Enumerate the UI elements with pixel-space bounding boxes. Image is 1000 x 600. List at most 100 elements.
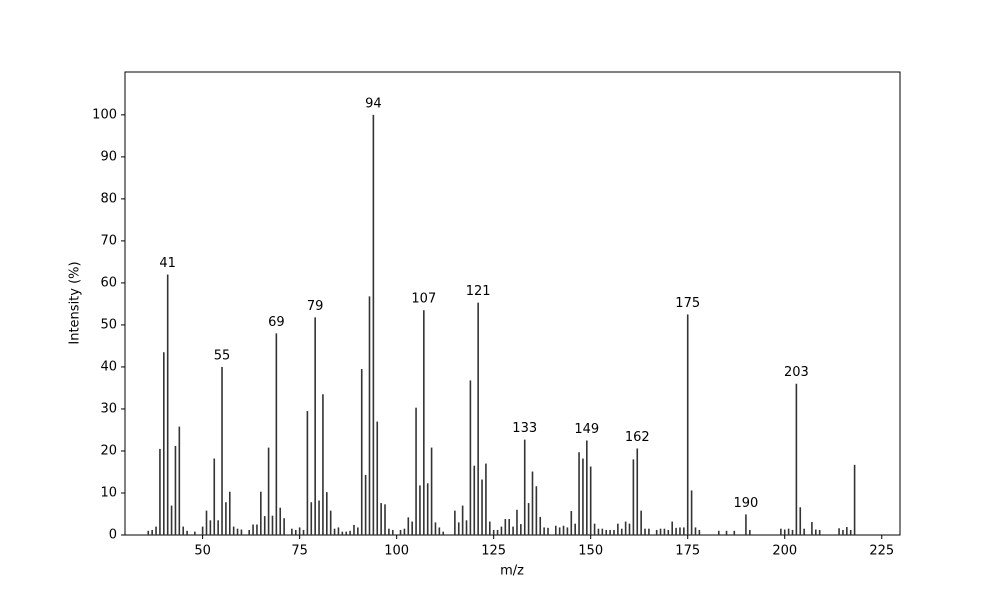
- peak: [578, 452, 580, 535]
- peak: [527, 503, 530, 535]
- peak: [225, 502, 227, 535]
- peak: [632, 459, 635, 535]
- y-tick-label: 70: [100, 233, 117, 248]
- peak: [236, 528, 239, 535]
- peak: [593, 523, 596, 535]
- peak: [423, 310, 425, 535]
- peak: [543, 527, 545, 535]
- peak: [717, 530, 720, 535]
- peak-label: 94: [365, 96, 382, 111]
- peak: [574, 523, 576, 535]
- peak: [597, 528, 600, 535]
- peak: [368, 296, 371, 535]
- peak: [791, 529, 794, 535]
- peak: [520, 524, 522, 535]
- peak: [248, 529, 250, 535]
- x-axis-label: m/z: [500, 564, 524, 579]
- peak: [388, 528, 390, 535]
- peak: [283, 518, 285, 535]
- peak: [263, 516, 266, 535]
- peak: [306, 411, 309, 535]
- peak: [267, 447, 270, 535]
- peak-label: 107: [411, 292, 436, 307]
- peak: [562, 525, 565, 535]
- plot-frame: [124, 71, 901, 536]
- peak: [485, 463, 487, 535]
- peak-label: 162: [625, 430, 650, 445]
- y-tick-label: 40: [100, 359, 117, 374]
- peak: [465, 520, 468, 535]
- y-tick-label: 90: [100, 149, 117, 164]
- peak: [372, 114, 375, 536]
- peak: [326, 492, 328, 535]
- peak-label: 55: [214, 348, 231, 363]
- peak: [399, 529, 402, 535]
- peak: [667, 529, 670, 535]
- peak: [481, 479, 483, 535]
- peak: [733, 530, 736, 535]
- peak: [624, 521, 627, 535]
- peak: [186, 530, 188, 535]
- peak: [601, 528, 604, 535]
- peak: [178, 426, 181, 535]
- peak-label: 41: [159, 256, 176, 271]
- peak: [357, 527, 359, 535]
- peak: [745, 514, 747, 535]
- peak: [787, 528, 790, 535]
- peak: [694, 527, 697, 535]
- peak: [648, 528, 650, 535]
- peak: [442, 531, 445, 535]
- peak: [640, 510, 642, 535]
- peak: [570, 511, 573, 535]
- peak: [500, 526, 503, 535]
- peak: [838, 528, 840, 535]
- x-tick-label: 225: [869, 544, 894, 559]
- peak: [454, 510, 456, 535]
- peak: [617, 523, 619, 535]
- peak: [426, 483, 429, 535]
- peak: [384, 504, 386, 535]
- peak: [675, 527, 677, 535]
- y-tick-label: 100: [92, 107, 117, 122]
- peak: [671, 521, 673, 535]
- peak: [147, 530, 150, 535]
- peak: [217, 520, 219, 535]
- peak: [209, 520, 212, 535]
- x-tick-label: 50: [194, 544, 211, 559]
- y-tick-label: 50: [100, 317, 117, 332]
- x-tick-label: 75: [291, 544, 308, 559]
- peak: [337, 527, 340, 535]
- peak: [849, 529, 852, 535]
- y-tick-label: 0: [109, 528, 117, 543]
- peak: [547, 527, 549, 535]
- peak: [725, 530, 728, 535]
- peak: [504, 519, 507, 535]
- peak-label: 190: [734, 496, 759, 511]
- peak: [329, 510, 332, 535]
- peak: [232, 526, 235, 535]
- peak: [679, 527, 681, 535]
- peak: [360, 369, 363, 535]
- peak: [151, 529, 153, 535]
- peak: [182, 526, 185, 535]
- peak: [415, 407, 417, 535]
- peak: [683, 527, 685, 535]
- peak: [376, 421, 379, 535]
- peak: [430, 447, 433, 535]
- peak: [438, 527, 441, 535]
- peak: [310, 502, 313, 535]
- peak: [516, 509, 518, 535]
- peak: [558, 527, 561, 535]
- peak: [403, 528, 406, 535]
- peak: [492, 529, 495, 535]
- peak: [322, 394, 324, 535]
- peak: [818, 529, 821, 535]
- peak: [749, 529, 751, 535]
- x-tick-label: 200: [772, 544, 797, 559]
- peak: [205, 510, 208, 535]
- x-tick-label: 175: [675, 544, 700, 559]
- peak: [461, 505, 464, 535]
- peak: [298, 527, 301, 535]
- peak: [609, 529, 611, 535]
